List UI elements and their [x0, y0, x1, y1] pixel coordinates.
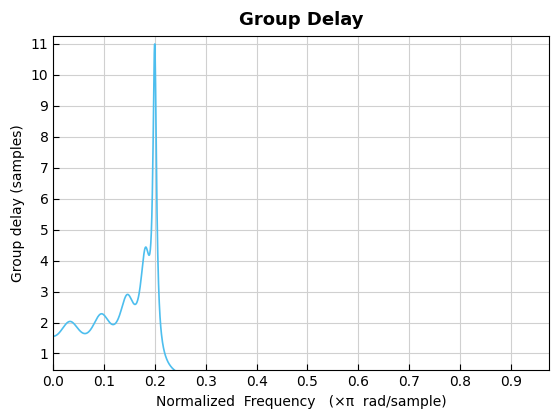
Title: Group Delay: Group Delay: [239, 11, 363, 29]
Y-axis label: Group delay (samples): Group delay (samples): [11, 124, 25, 282]
X-axis label: Normalized  Frequency   (×π  rad/sample): Normalized Frequency (×π rad/sample): [156, 395, 446, 409]
